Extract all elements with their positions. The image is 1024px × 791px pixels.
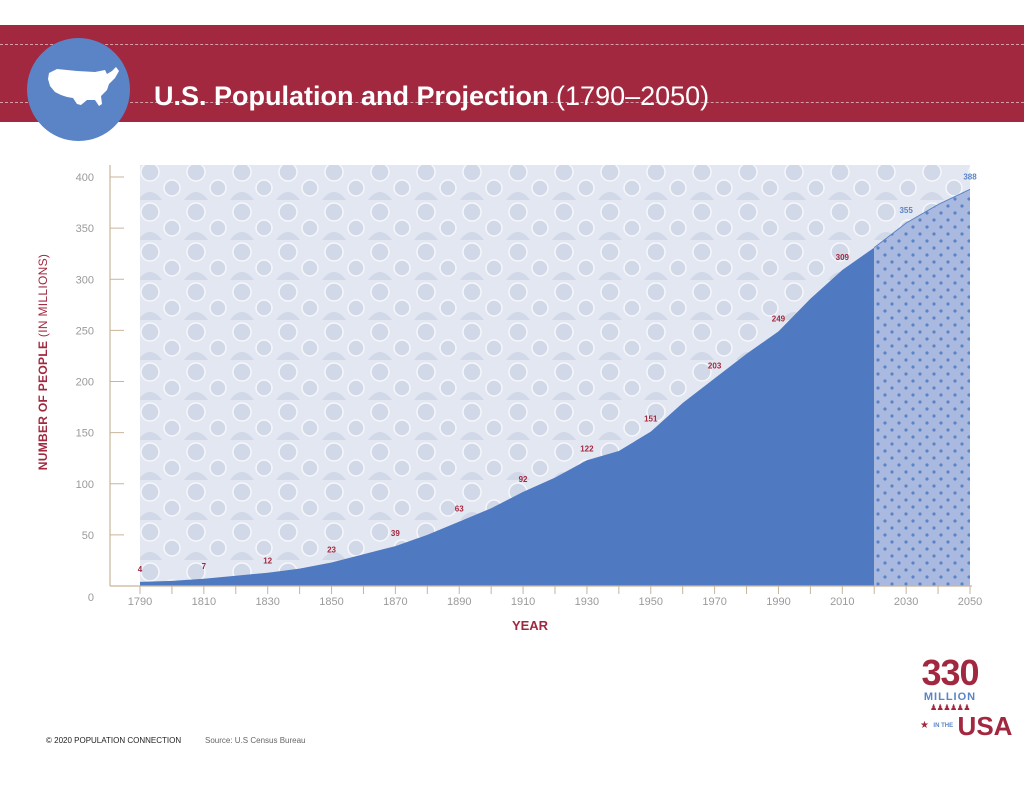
us-map-icon (48, 67, 119, 106)
data-label: 151 (644, 415, 658, 424)
data-label: 355 (899, 206, 913, 215)
y-tick-label: 150 (76, 428, 94, 440)
logo-million: MILLION (923, 691, 977, 703)
330-million-logo: 330 MILLION ♟♟♟♟♟♟ ★ IN THE USA (920, 652, 1012, 747)
data-label: 92 (519, 475, 528, 484)
y-axis-title-bold: NUMBER OF PEOPLE (36, 340, 50, 471)
title-bold: U.S. Population and Projection (154, 81, 549, 111)
y-tick-label: 250 (76, 325, 94, 337)
x-tick-label: 1790 (128, 596, 152, 608)
projection-line (873, 188, 971, 248)
x-tick-label: 1930 (575, 596, 599, 608)
banner-dashed-line-top (0, 44, 1024, 45)
data-label: 249 (772, 314, 786, 323)
title-banner: U.S. Population and Projection (1790–205… (0, 25, 1024, 141)
data-label: 4 (138, 565, 143, 574)
x-axis-title: YEAR (511, 618, 549, 633)
x-axis-ticks: 1790 1810 1830 1850 1870 1890 1910 1930 1950 1970… (128, 586, 982, 608)
y-tick-label: 0 (88, 592, 94, 604)
logo-usa: USA (957, 711, 1013, 741)
x-tick-label: 1870 (383, 596, 407, 608)
y-tick-label: 400 (76, 172, 94, 184)
x-tick-label: 1830 (255, 596, 279, 608)
x-tick-label: 2030 (894, 596, 918, 608)
x-tick-label: 1970 (702, 596, 726, 608)
source-note: Source: U.S Census Bureau (205, 736, 306, 745)
y-axis-title: NUMBER OF PEOPLE (IN MILLIONS) (36, 232, 56, 492)
data-labels: 4 7 12 23 39 63 92 122 151 203 249 309 355 388 (138, 172, 977, 574)
x-tick-label: 1850 (319, 596, 343, 608)
data-label: 12 (263, 557, 272, 566)
population-area (140, 247, 875, 586)
data-label: 309 (836, 253, 850, 262)
y-axis-ticks: 0 50 100 150 200 250 300 350 400 (76, 172, 124, 604)
page-title: U.S. Population and Projection (1790–205… (154, 81, 709, 112)
logo-star-icon: ★ (920, 720, 929, 731)
data-label: 7 (202, 562, 207, 571)
y-axis-title-light: (IN MILLIONS) (36, 253, 50, 338)
y-tick-label: 300 (76, 274, 94, 286)
x-tick-label: 1810 (192, 596, 216, 608)
data-label: 63 (455, 505, 464, 514)
logo-in-the: IN THE (933, 723, 954, 729)
logo-usa-row: ★ IN THE USA (920, 713, 1012, 739)
projection-area (874, 189, 970, 587)
x-tick-label: 1890 (447, 596, 471, 608)
data-label: 388 (963, 172, 977, 181)
us-map-badge (27, 38, 130, 141)
y-tick-label: 50 (82, 530, 94, 542)
x-tick-label: 1910 (511, 596, 535, 608)
x-tick-label: 1950 (639, 596, 663, 608)
title-years: (1790–2050) (556, 81, 710, 111)
banner-dashed-line-bottom (0, 102, 1024, 103)
x-tick-label: 1990 (766, 596, 790, 608)
logo-number: 330 (921, 652, 979, 693)
y-tick-label: 200 (76, 377, 94, 389)
copyright: © 2020 POPULATION CONNECTION (46, 736, 182, 745)
x-tick-label: 2010 (830, 596, 854, 608)
data-label: 23 (327, 545, 336, 554)
y-tick-label: 350 (76, 223, 94, 235)
y-tick-label: 100 (76, 479, 94, 491)
data-label: 203 (708, 361, 722, 370)
data-label: 39 (391, 529, 400, 538)
logo-people-icons: ♟♟♟♟♟♟ (929, 703, 971, 712)
x-tick-label: 2050 (958, 596, 982, 608)
data-label: 122 (580, 444, 594, 453)
